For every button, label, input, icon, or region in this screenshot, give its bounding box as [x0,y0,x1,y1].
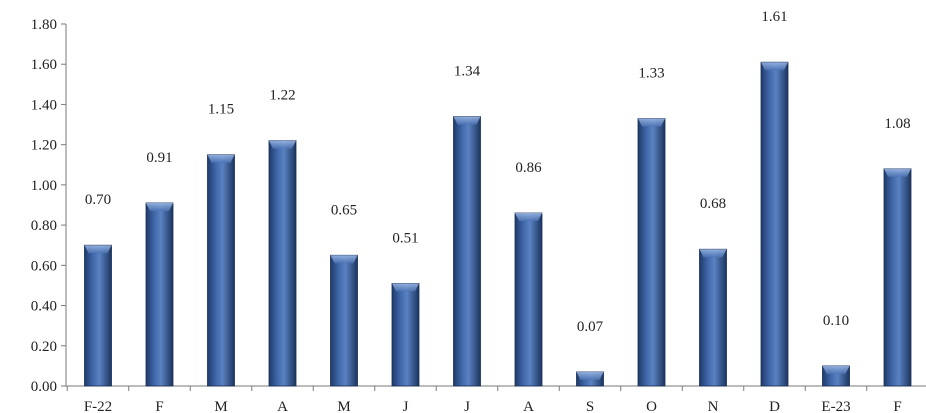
bar [207,154,235,387]
y-tick-label: 1.80 [31,17,57,33]
data-label: 1.61 [761,9,787,25]
bar-body [453,116,481,387]
bar-bevel [822,365,850,374]
data-label: 0.70 [85,192,111,208]
bar-body [207,154,235,387]
bar [883,168,912,387]
bar-body [883,168,912,387]
x-tick-label: D [769,399,780,413]
x-tick-label: F [155,399,163,413]
bar [637,118,666,387]
bar-bevel [884,168,911,177]
y-tick-label: 0.80 [31,218,57,234]
bars [84,61,912,387]
bar-body [145,202,174,387]
data-label: 0.10 [823,313,849,329]
y-axis: 0.00 0.20 0.40 0.60 0.80 1.00 1.20 1.40 1.60 1.80 [31,17,67,395]
bar [268,140,297,387]
bar [822,365,850,387]
bar [145,202,174,387]
bar-body [699,248,727,387]
bar-bevel [453,116,481,125]
x-tick-label: S [586,399,594,413]
x-tick-label: M [337,399,350,413]
y-tick-label: 0.40 [31,299,57,315]
bar-body [760,61,789,387]
x-tick-label: M [214,399,227,413]
bar-body [514,212,543,387]
x-tick-label: J [403,399,409,413]
y-tick-label: 0.00 [31,379,57,395]
bar-body [268,140,297,387]
y-tick-label: 1.40 [31,97,57,113]
x-tick-label: F-22 [84,399,112,413]
bar [330,254,358,387]
y-tick-label: 0.60 [31,258,57,274]
bar [84,244,112,387]
bar [760,61,789,387]
bar-bevel [269,140,296,149]
bar-bevel [84,245,112,254]
y-tick-label: 1.00 [31,178,57,194]
bar [514,212,543,387]
data-label: 0.68 [700,196,726,212]
data-label: 0.65 [331,202,357,218]
x-axis: F-22 F M A M J J A S O N D E-23 F [66,385,926,413]
data-label: 1.34 [454,64,481,80]
data-label: 0.91 [146,150,172,166]
bar-body [330,254,358,387]
data-label: 1.22 [269,88,295,104]
bar-bevel [515,213,542,222]
y-tick-label: 1.20 [31,138,57,154]
bar-body [84,244,112,387]
bar-bevel [699,249,727,258]
x-tick-label: O [646,399,657,413]
data-label: 1.15 [208,102,234,118]
data-labels: 0.70 0.91 1.15 1.22 0.65 0.51 1.34 0.86 0.07 1.33… [85,9,911,335]
bar-bevel [392,283,419,292]
bar-bevel [330,255,358,264]
bar-body [391,283,420,387]
bar [699,248,727,387]
bar [391,283,420,387]
bar [453,116,481,387]
bar-bevel [207,154,235,163]
data-label: 1.33 [638,66,664,82]
bar [576,371,604,387]
data-label: 0.51 [392,230,418,246]
y-tick-label: 1.60 [31,57,57,73]
data-label: 0.86 [515,160,542,176]
y-tick-label: 0.20 [31,339,57,355]
x-tick-label: E-23 [821,399,850,413]
bar-bevel [638,118,665,127]
bar-body [637,118,666,387]
x-tick-label: N [708,399,719,413]
x-tick-label: A [277,399,288,413]
bar-bevel [576,371,604,380]
bar-bevel [146,202,173,211]
x-tick-label: A [523,399,534,413]
bar-bevel [761,62,788,71]
x-tick-label: J [464,399,470,413]
x-tick-label: F [893,399,901,413]
data-label: 1.08 [884,116,910,132]
data-label: 0.07 [577,319,604,335]
